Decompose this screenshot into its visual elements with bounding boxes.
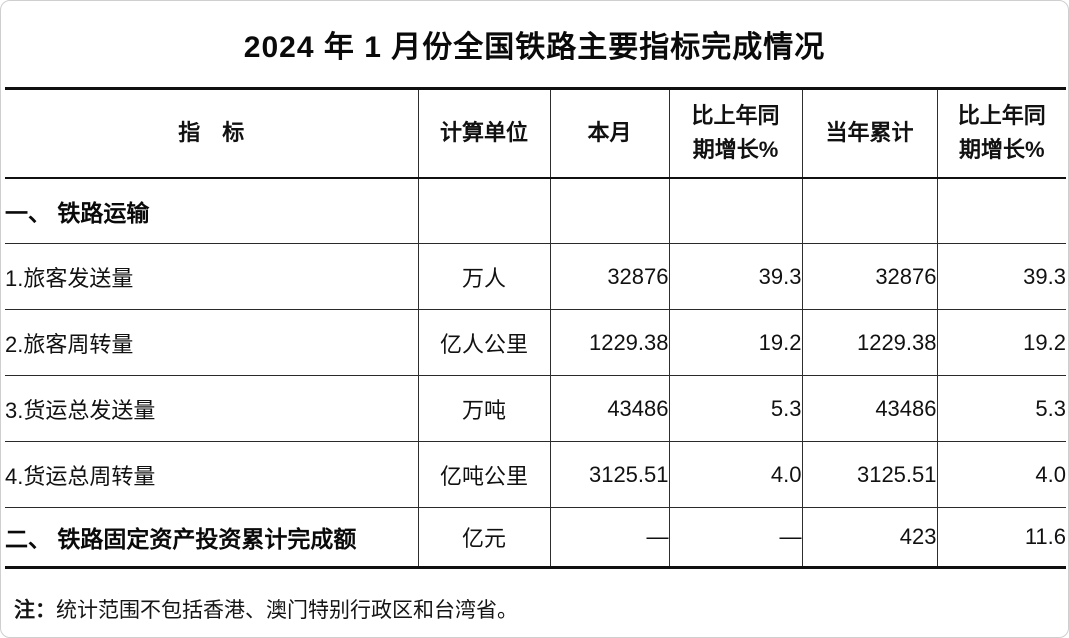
cell-unit: 万人 xyxy=(417,243,550,310)
footnote: 注：统计范围不包括香港、澳门特别行政区和台湾省。 xyxy=(1,569,1068,624)
col-header-month: 本月 xyxy=(549,87,669,179)
cell-ytd-growth: 19.2 xyxy=(936,309,1066,376)
table-wrap: 指 标 计算单位 本月 比上年同 期增长% 当年累计 比上年同 期增长% 一、 … xyxy=(1,87,1068,569)
cell-month: — xyxy=(549,507,669,569)
cell-ytd-growth: 4.0 xyxy=(936,441,1066,508)
page-title: 2024 年 1 月份全国铁路主要指标完成情况 xyxy=(243,31,826,64)
title-block: 2024 年 1 月份全国铁路主要指标完成情况 xyxy=(1,1,1068,87)
cell-ytd xyxy=(801,177,937,244)
cell-ytd-growth: 11.6 xyxy=(936,507,1066,569)
table-row-freight-turnover: 4.货运总周转量 亿吨公里 3125.51 4.0 3125.51 4.0 xyxy=(5,441,1066,508)
cell-month: 1229.38 xyxy=(549,309,669,376)
col-header-month-growth: 比上年同 期增长% xyxy=(668,87,802,179)
cell-month-growth: 4.0 xyxy=(668,441,802,508)
footnote-prefix: 注： xyxy=(14,599,56,622)
row-label: 3.货运总发送量 xyxy=(5,375,418,442)
col-header-unit: 计算单位 xyxy=(417,87,550,179)
cell-month: 3125.51 xyxy=(549,441,669,508)
cell-unit: 亿元 xyxy=(417,507,550,569)
row-label: 1.旅客发送量 xyxy=(5,243,418,310)
cell-ytd: 32876 xyxy=(801,243,937,310)
cell-unit: 亿吨公里 xyxy=(417,441,550,508)
cell-ytd: 43486 xyxy=(801,375,937,442)
cell-unit: 亿人公里 xyxy=(417,309,550,376)
cell-month-growth: 19.2 xyxy=(668,309,802,376)
railway-indicators-table: 指 标 计算单位 本月 比上年同 期增长% 当年累计 比上年同 期增长% 一、 … xyxy=(5,87,1066,569)
cell-month-growth: 39.3 xyxy=(668,243,802,310)
cell-unit xyxy=(417,177,550,244)
footnote-text: 统计范围不包括香港、澳门特别行政区和台湾省。 xyxy=(56,599,518,622)
cell-unit: 万吨 xyxy=(417,375,550,442)
col-header-ytd-growth: 比上年同 期增长% xyxy=(936,87,1066,179)
table-row-passenger-volume: 1.旅客发送量 万人 32876 39.3 32876 39.3 xyxy=(5,243,1066,310)
cell-ytd-growth xyxy=(936,177,1066,244)
cell-month-growth: — xyxy=(668,507,802,569)
cell-month: 32876 xyxy=(549,243,669,310)
col-header-ytd: 当年累计 xyxy=(801,87,937,179)
table-header-row: 指 标 计算单位 本月 比上年同 期增长% 当年累计 比上年同 期增长% xyxy=(5,87,1066,179)
row-label: 二、 铁路固定资产投资累计完成额 xyxy=(5,507,418,569)
table-row-fixed-asset-investment: 二、 铁路固定资产投资累计完成额 亿元 — — 423 11.6 xyxy=(5,507,1066,569)
row-label: 2.旅客周转量 xyxy=(5,309,418,376)
cell-ytd: 1229.38 xyxy=(801,309,937,376)
cell-ytd: 423 xyxy=(801,507,937,569)
row-label: 4.货运总周转量 xyxy=(5,441,418,508)
cell-month-growth xyxy=(668,177,802,244)
cell-ytd: 3125.51 xyxy=(801,441,937,508)
table-row-freight-volume: 3.货运总发送量 万吨 43486 5.3 43486 5.3 xyxy=(5,375,1066,442)
col-header-indicator: 指 标 xyxy=(5,87,418,179)
cell-month: 43486 xyxy=(549,375,669,442)
cell-ytd-growth: 39.3 xyxy=(936,243,1066,310)
row-label: 一、 铁路运输 xyxy=(5,177,418,244)
cell-month xyxy=(549,177,669,244)
table-row-passenger-turnover: 2.旅客周转量 亿人公里 1229.38 19.2 1229.38 19.2 xyxy=(5,309,1066,376)
table-row-section-1: 一、 铁路运输 xyxy=(5,177,1066,244)
cell-ytd-growth: 5.3 xyxy=(936,375,1066,442)
cell-month-growth: 5.3 xyxy=(668,375,802,442)
